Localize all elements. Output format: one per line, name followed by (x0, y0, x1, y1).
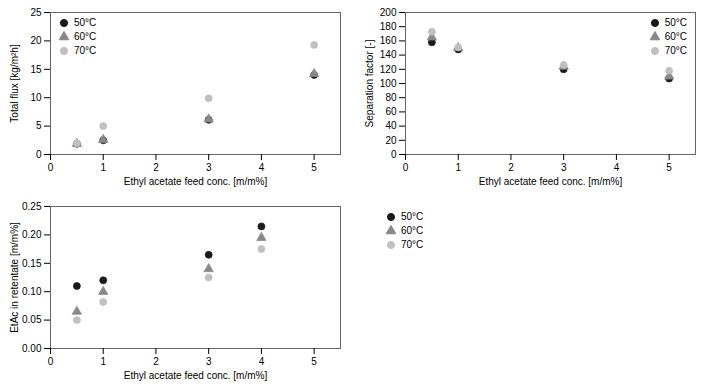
svg-text:1: 1 (100, 356, 106, 367)
svg-text:5: 5 (36, 120, 42, 131)
svg-text:0: 0 (48, 356, 54, 367)
svg-text:180: 180 (380, 21, 397, 32)
svg-text:3: 3 (561, 162, 567, 173)
html-text:60°C: 60°C (401, 225, 424, 236)
svg-text:4: 4 (259, 356, 265, 367)
html-text:60°C: 60°C (664, 31, 687, 42)
svg-text:0: 0 (403, 162, 409, 173)
svg-text:Ethyl acetate feed conc. [m/m%: Ethyl acetate feed conc. [m/m%] (124, 370, 268, 381)
svg-text:200: 200 (380, 7, 397, 18)
svg-text:0.20: 0.20 (22, 229, 42, 240)
svg-text:4: 4 (259, 162, 265, 173)
svg-text:1: 1 (455, 162, 461, 173)
svg-text:160: 160 (380, 35, 397, 46)
svg-text:0: 0 (391, 149, 397, 160)
svg-text:5: 5 (666, 162, 672, 173)
svg-text:EtAc in retentate [m/m%]: EtAc in retentate [m/m%] (9, 222, 20, 333)
svg-text:0.10: 0.10 (22, 286, 42, 297)
html-text:50°C: 50°C (401, 211, 424, 222)
svg-text:4: 4 (614, 162, 620, 173)
svg-text:140: 140 (380, 49, 397, 60)
svg-text:Ethyl acetate feed conc. [m/m%: Ethyl acetate feed conc. [m/m%] (479, 176, 623, 187)
html-text:50°C: 50°C (664, 17, 687, 28)
svg-text:3: 3 (206, 356, 212, 367)
html-text:70°C: 70°C (664, 45, 687, 56)
svg-text:25: 25 (30, 7, 42, 18)
svg-text:2: 2 (508, 162, 514, 173)
svg-text:1: 1 (100, 162, 106, 173)
svg-text:40: 40 (385, 120, 397, 131)
svg-text:20: 20 (385, 135, 397, 146)
svg-text:2: 2 (153, 162, 159, 173)
svg-text:Ethyl acetate feed conc. [m/m%: Ethyl acetate feed conc. [m/m%] (124, 176, 268, 187)
html-text:70°C: 70°C (74, 45, 97, 56)
svg-text:120: 120 (380, 64, 397, 75)
svg-text:100: 100 (380, 78, 397, 89)
svg-text:10: 10 (30, 92, 42, 103)
svg-text:5: 5 (311, 356, 317, 367)
svg-text:0.15: 0.15 (22, 258, 42, 269)
svg-text:0.00: 0.00 (22, 343, 42, 354)
svg-text:Separation factor [-]: Separation factor [-] (364, 39, 375, 127)
svg-text:3: 3 (206, 162, 212, 173)
svg-text:Total flux [kg/m²h]: Total flux [kg/m²h] (9, 44, 20, 123)
svg-text:0.05: 0.05 (22, 314, 42, 325)
html-text:50°C: 50°C (74, 17, 97, 28)
svg-text:0: 0 (48, 162, 54, 173)
svg-text:20: 20 (30, 35, 42, 46)
svg-text:2: 2 (153, 356, 159, 367)
svg-text:5: 5 (311, 162, 317, 173)
svg-text:15: 15 (30, 64, 42, 75)
html-text:70°C: 70°C (401, 239, 424, 250)
svg-text:80: 80 (385, 92, 397, 103)
svg-text:0.25: 0.25 (22, 201, 42, 212)
svg-text:0: 0 (36, 149, 42, 160)
svg-text:60: 60 (385, 106, 397, 117)
html-text:60°C: 60°C (74, 31, 97, 42)
